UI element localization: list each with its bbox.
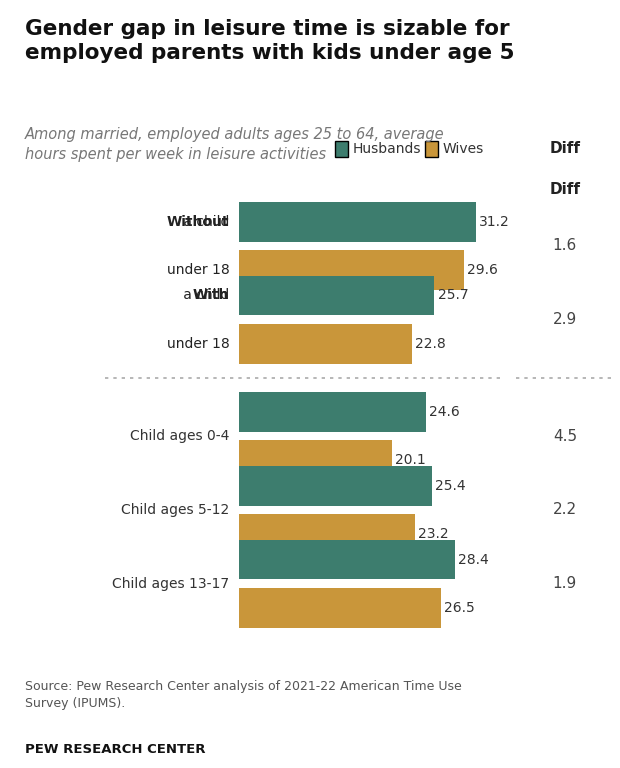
Text: Child ages 0-4: Child ages 0-4 [130, 429, 229, 443]
Text: 26.5: 26.5 [443, 601, 474, 615]
Text: 25.7: 25.7 [438, 289, 468, 303]
Text: With: With [193, 289, 229, 303]
Text: 28.4: 28.4 [458, 552, 489, 567]
Text: 23.2: 23.2 [418, 527, 449, 541]
Text: 2.9: 2.9 [552, 312, 577, 327]
Text: 22.8: 22.8 [415, 336, 446, 351]
Text: Gender gap in leisure time is sizable for
employed parents with kids under age 5: Gender gap in leisure time is sizable fo… [25, 19, 515, 63]
Text: Diff: Diff [549, 141, 580, 157]
Text: Wives: Wives [442, 142, 484, 156]
Bar [239, 466, 432, 505]
Text: Husbands: Husbands [352, 142, 420, 156]
Text: 25.4: 25.4 [435, 478, 466, 493]
Text: 4.5: 4.5 [553, 429, 577, 443]
Bar [239, 588, 441, 627]
Text: PEW RESEARCH CENTER: PEW RESEARCH CENTER [25, 743, 205, 756]
Text: 1.9: 1.9 [552, 576, 577, 591]
Bar [239, 514, 415, 554]
Text: under 18: under 18 [167, 263, 229, 277]
Text: Without: Without [167, 214, 229, 229]
Bar [239, 440, 392, 480]
Text: Among married, employed adults ages 25 to 64, average
hours spent per week in le: Among married, employed adults ages 25 t… [25, 127, 445, 161]
Text: Diff: Diff [549, 182, 580, 197]
Text: Child ages 13-17: Child ages 13-17 [112, 577, 229, 591]
Bar [239, 324, 412, 363]
Text: a child: a child [157, 289, 229, 303]
Bar [239, 202, 476, 241]
Text: 31.2: 31.2 [479, 214, 510, 229]
Text: a child: a child [144, 214, 229, 229]
Bar [239, 250, 464, 290]
Text: Source: Pew Research Center analysis of 2021-22 American Time Use
Survey (IPUMS): Source: Pew Research Center analysis of … [25, 680, 461, 710]
Text: 24.6: 24.6 [429, 405, 460, 419]
Text: under 18: under 18 [167, 336, 229, 351]
Text: 29.6: 29.6 [467, 263, 498, 277]
Bar [239, 540, 455, 579]
Text: 2.2: 2.2 [553, 502, 577, 518]
Text: Child ages 5-12: Child ages 5-12 [121, 503, 229, 517]
Text: 1.6: 1.6 [552, 238, 577, 253]
Bar [239, 276, 435, 316]
Bar [239, 392, 426, 432]
Text: 20.1: 20.1 [395, 453, 425, 467]
